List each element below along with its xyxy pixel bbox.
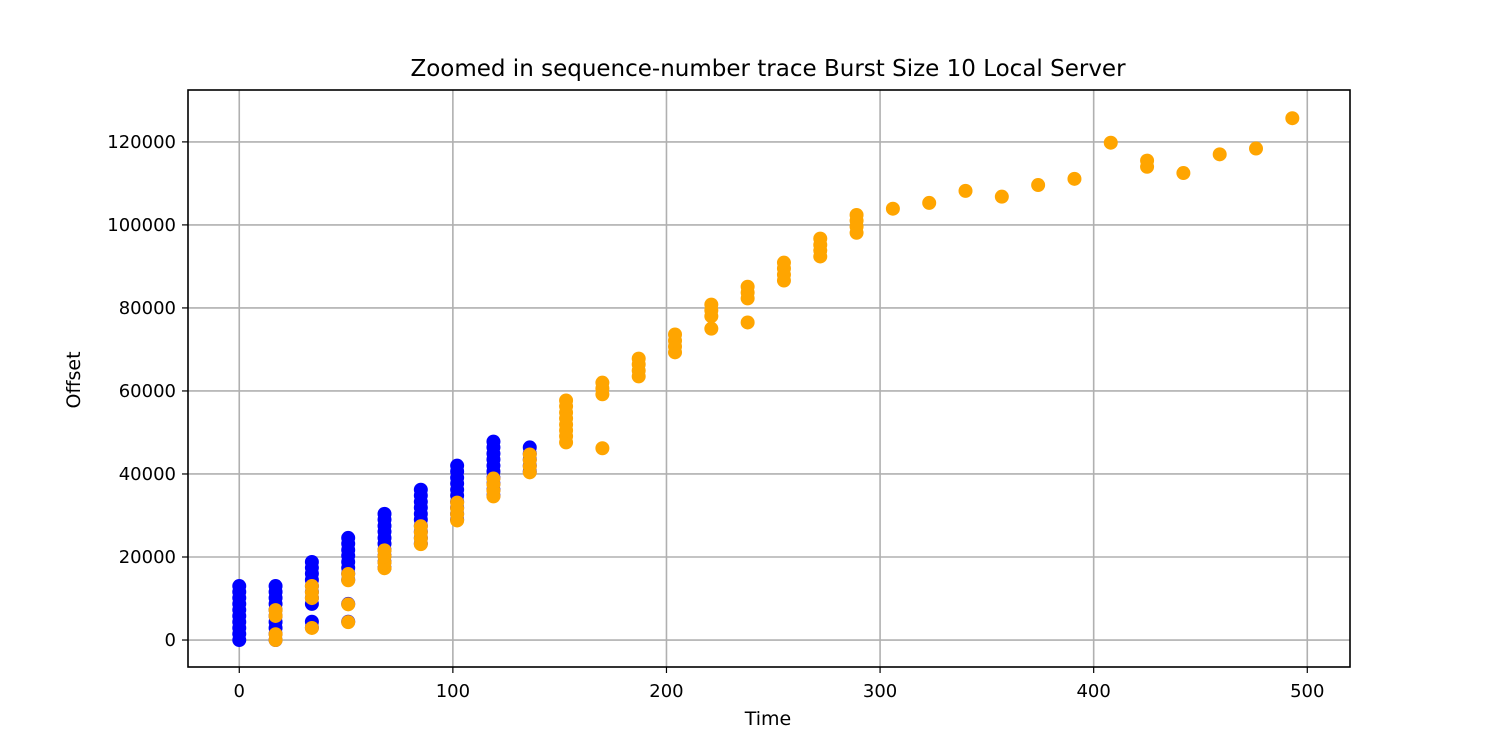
x-tick-label: 400 xyxy=(1076,681,1110,702)
data-point xyxy=(232,579,247,594)
data-point xyxy=(268,627,283,642)
data-point xyxy=(813,231,828,246)
axis-ticks: 0 100 200 300 400 500 0 20000 40000 60000 80000 100… xyxy=(107,132,1324,702)
data-point xyxy=(268,603,283,618)
chart-title: Zoomed in sequence-number trace Burst Si… xyxy=(410,56,1126,82)
y-axis-label: Offset xyxy=(63,351,85,408)
data-point xyxy=(958,183,973,198)
data-point xyxy=(341,530,356,545)
plot-frame xyxy=(187,89,1351,668)
data-point xyxy=(304,620,319,635)
data-point xyxy=(1140,153,1155,168)
x-tick-label: 0 xyxy=(234,681,245,702)
data-point xyxy=(1067,171,1082,186)
y-tick-label: 60000 xyxy=(119,381,176,402)
data-point xyxy=(1249,141,1264,156)
data-point xyxy=(268,579,283,594)
data-point xyxy=(1031,178,1046,193)
data-point xyxy=(740,279,755,294)
x-tick-label: 200 xyxy=(649,681,683,702)
data-point xyxy=(377,506,392,521)
data-point xyxy=(450,458,465,473)
data-point xyxy=(486,471,501,486)
data-point xyxy=(1285,111,1300,126)
data-point xyxy=(486,434,501,449)
data-point xyxy=(668,327,683,342)
data-point xyxy=(304,554,319,569)
data-point xyxy=(922,195,937,210)
data-point xyxy=(595,375,610,390)
series-2 xyxy=(268,111,1300,648)
data-point xyxy=(413,519,428,534)
data-point xyxy=(341,567,356,582)
data-point xyxy=(413,482,428,497)
x-tick-label: 500 xyxy=(1290,681,1324,702)
data-points xyxy=(232,111,1300,648)
data-point xyxy=(704,321,719,336)
data-point xyxy=(994,189,1009,204)
data-point xyxy=(304,579,319,594)
data-point xyxy=(341,597,356,612)
x-axis-label: Time xyxy=(744,708,792,730)
y-tick-label: 100000 xyxy=(107,215,176,236)
data-point xyxy=(776,255,791,270)
y-tick-label: 20000 xyxy=(119,547,176,568)
data-point xyxy=(885,201,900,216)
data-point xyxy=(595,441,610,456)
data-point xyxy=(1176,166,1191,181)
y-tick-label: 80000 xyxy=(119,298,176,319)
data-point xyxy=(1103,135,1118,150)
x-tick-label: 300 xyxy=(863,681,897,702)
data-point xyxy=(849,207,864,222)
data-point xyxy=(740,315,755,330)
data-point xyxy=(1212,147,1227,162)
data-point xyxy=(559,393,574,408)
x-tick-label: 100 xyxy=(436,681,470,702)
data-point xyxy=(704,297,719,312)
data-point xyxy=(341,615,356,630)
data-point xyxy=(631,351,646,366)
data-point xyxy=(522,447,537,462)
grid xyxy=(188,90,1350,667)
y-tick-label: 120000 xyxy=(107,132,176,153)
y-tick-label: 0 xyxy=(165,630,176,651)
y-tick-label: 40000 xyxy=(119,464,176,485)
data-point xyxy=(450,495,465,510)
data-point xyxy=(377,543,392,558)
